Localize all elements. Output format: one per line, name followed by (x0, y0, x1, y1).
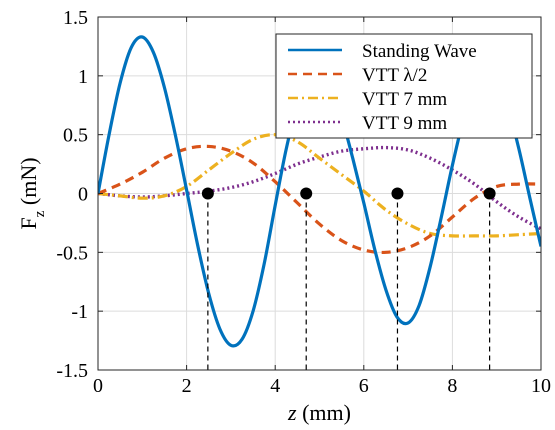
y-axis-base: F (16, 217, 41, 229)
zero-crossing-marker (201, 187, 214, 200)
series-line-1 (98, 144, 541, 255)
legend: Standing Wave VTT λ/2 VTT 7 mm VTT 9 mm (275, 33, 533, 139)
zero-crossing-marker (391, 187, 404, 200)
y-tick-label: -1 (71, 301, 88, 323)
y-tick-label: 1.5 (63, 7, 88, 29)
legend-label-0: Standing Wave (362, 41, 477, 62)
axis-ticks (97, 16, 542, 371)
y-tick-label: -1.5 (56, 360, 88, 382)
x-tick-label: 6 (359, 375, 369, 397)
y-tick-label: 0.5 (63, 125, 88, 147)
legend-box (275, 33, 533, 139)
legend-label-3: VTT 9 mm (362, 113, 447, 134)
y-tick-label: 1 (78, 66, 88, 88)
y-tick-label: -0.5 (56, 242, 88, 264)
zero-crossing-marker (300, 187, 313, 200)
y-axis-subscript: z (32, 210, 48, 217)
x-tick-label: 2 (182, 375, 192, 397)
x-tick-label: 10 (531, 375, 551, 397)
x-tick-label: 0 (93, 375, 103, 397)
legend-label-1: VTT λ/2 (362, 65, 427, 86)
y-tick-label: 0 (78, 184, 88, 206)
x-tick-label: 8 (447, 375, 457, 397)
zero-crossing-markers (201, 187, 496, 200)
y-axis-label: Fz (mN) (16, 157, 48, 229)
tick-labels: 0 2 4 6 8 10 -1.5 -1 -0.5 0 0.5 1 1.5 (56, 7, 551, 397)
legend-label-2: VTT 7 mm (362, 89, 447, 110)
series-line-2 (98, 133, 541, 238)
zero-crossing-marker (483, 187, 496, 200)
zero-crossing-droplines (207, 193, 491, 370)
x-axis-unit: (mm) (297, 400, 351, 425)
x-tick-label: 4 (270, 375, 280, 397)
x-axis-label: z (mm) (287, 400, 351, 425)
x-axis-symbol: z (287, 400, 297, 425)
y-axis-unit: (mN) (16, 157, 41, 210)
